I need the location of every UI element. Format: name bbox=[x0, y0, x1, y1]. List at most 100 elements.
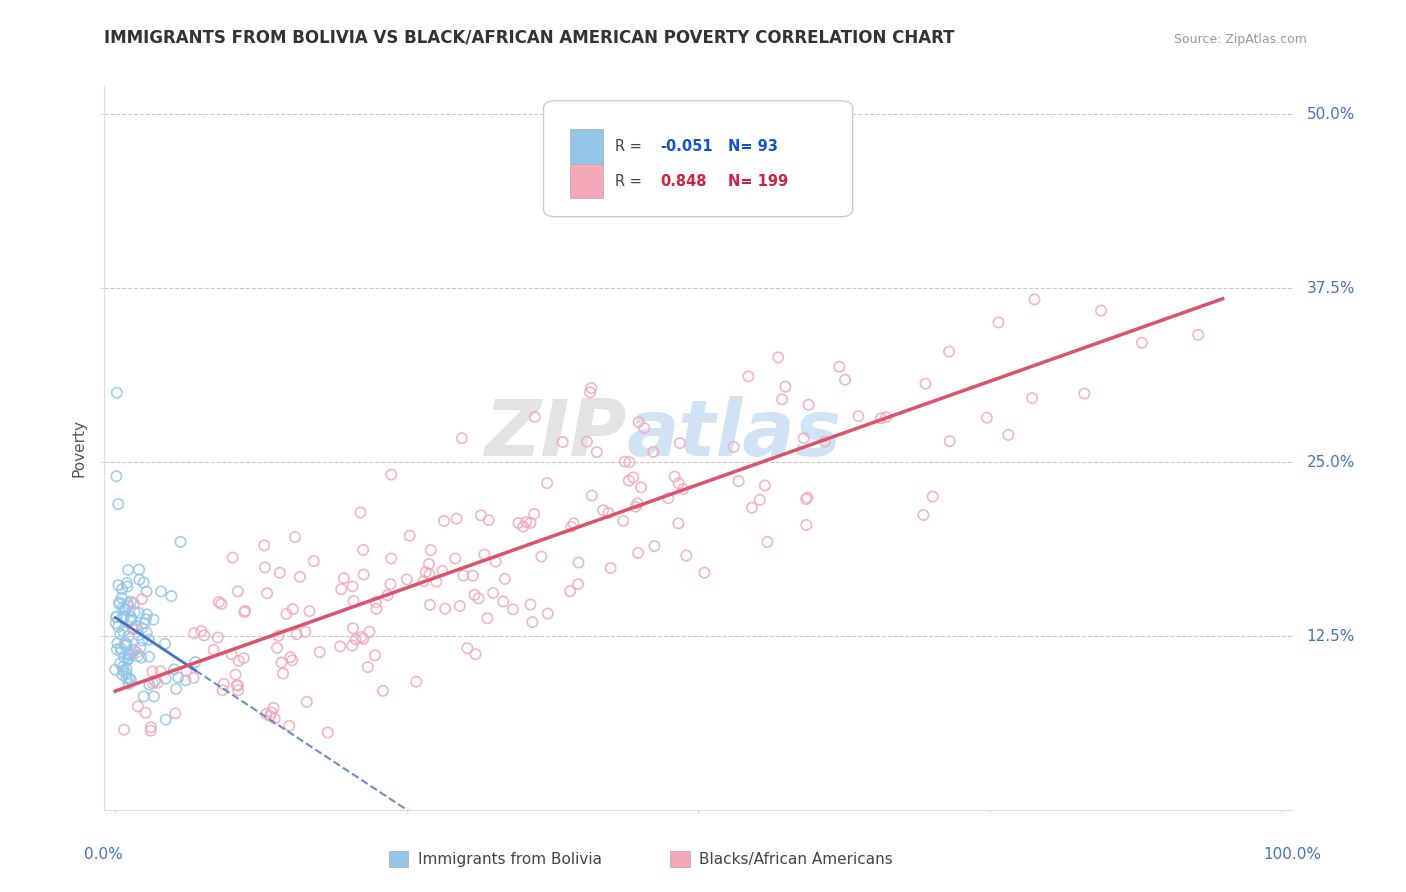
Point bbox=[766, 351, 789, 365]
Point bbox=[395, 573, 418, 587]
Text: 0.848: 0.848 bbox=[659, 174, 707, 188]
Point bbox=[523, 409, 546, 424]
Point bbox=[225, 678, 247, 692]
Point bbox=[114, 603, 136, 617]
Point bbox=[169, 534, 191, 549]
Point bbox=[135, 612, 157, 626]
Point bbox=[1130, 335, 1153, 350]
Point bbox=[461, 568, 484, 582]
Point bbox=[621, 470, 644, 484]
Point bbox=[581, 381, 603, 395]
Point bbox=[122, 643, 145, 657]
Point bbox=[627, 415, 650, 429]
Point bbox=[118, 648, 141, 663]
Point bbox=[105, 609, 128, 624]
Text: IMMIGRANTS FROM BOLIVIA VS BLACK/AFRICAN AMERICAN POVERTY CORRELATION CHART: IMMIGRANTS FROM BOLIVIA VS BLACK/AFRICAN… bbox=[104, 29, 955, 46]
Point bbox=[127, 699, 149, 714]
Point bbox=[693, 566, 716, 580]
Point bbox=[128, 563, 150, 577]
Point bbox=[176, 664, 198, 678]
Point bbox=[202, 643, 225, 657]
Text: 50.0%: 50.0% bbox=[1306, 107, 1355, 121]
Point bbox=[472, 548, 495, 562]
Point bbox=[105, 385, 128, 400]
Text: Source: ZipAtlas.com: Source: ZipAtlas.com bbox=[1174, 33, 1306, 46]
Point bbox=[433, 514, 456, 528]
Point bbox=[122, 622, 145, 636]
Point bbox=[105, 610, 128, 624]
Point bbox=[138, 649, 160, 664]
Point bbox=[494, 572, 516, 586]
Point bbox=[477, 611, 499, 625]
Point bbox=[135, 706, 157, 720]
Point bbox=[444, 551, 467, 566]
Point bbox=[723, 440, 745, 454]
Point bbox=[105, 469, 128, 483]
Point bbox=[209, 597, 232, 611]
Point bbox=[263, 701, 285, 715]
Point bbox=[558, 584, 581, 599]
Point bbox=[371, 684, 394, 698]
Point bbox=[308, 645, 330, 659]
Point bbox=[155, 713, 177, 727]
Point bbox=[330, 582, 353, 597]
Point bbox=[143, 674, 166, 689]
Point bbox=[174, 673, 197, 688]
Point bbox=[271, 666, 294, 681]
Point bbox=[794, 518, 817, 533]
Point bbox=[1187, 327, 1209, 342]
Y-axis label: Poverty: Poverty bbox=[72, 419, 86, 477]
Point bbox=[502, 602, 524, 616]
Point bbox=[537, 607, 560, 621]
Point bbox=[997, 428, 1019, 442]
Point bbox=[598, 506, 620, 520]
Point bbox=[770, 392, 793, 407]
Point bbox=[449, 599, 471, 613]
Point bbox=[675, 549, 697, 563]
Point bbox=[364, 595, 387, 609]
Point bbox=[405, 674, 427, 689]
Point bbox=[741, 500, 763, 515]
Point bbox=[485, 555, 508, 569]
Point bbox=[281, 602, 304, 616]
Point bbox=[184, 655, 207, 669]
Point bbox=[530, 549, 553, 564]
Point bbox=[672, 482, 695, 496]
Point bbox=[575, 434, 598, 449]
Point bbox=[266, 640, 288, 655]
Point bbox=[134, 616, 156, 631]
Point bbox=[775, 380, 797, 394]
Point bbox=[523, 507, 546, 521]
Point bbox=[129, 640, 152, 655]
Point bbox=[643, 445, 665, 459]
Point bbox=[226, 679, 249, 693]
Text: 12.5%: 12.5% bbox=[1306, 629, 1355, 644]
Point bbox=[380, 577, 402, 591]
Point bbox=[269, 566, 291, 580]
Point bbox=[104, 616, 127, 631]
Point bbox=[756, 535, 779, 549]
Point bbox=[120, 610, 142, 624]
Point bbox=[280, 650, 302, 665]
Point bbox=[364, 648, 387, 663]
Text: ZIP: ZIP bbox=[485, 396, 627, 472]
Point bbox=[519, 516, 541, 530]
Point bbox=[562, 516, 585, 531]
Point bbox=[302, 554, 325, 568]
Point bbox=[142, 690, 165, 704]
Point bbox=[1073, 386, 1095, 401]
Point bbox=[150, 584, 173, 599]
Point bbox=[613, 454, 636, 468]
Point bbox=[107, 578, 129, 592]
Point bbox=[643, 539, 665, 553]
Point bbox=[519, 598, 541, 612]
Point bbox=[111, 600, 134, 615]
Text: atlas: atlas bbox=[627, 396, 842, 472]
Point bbox=[794, 492, 817, 507]
Point bbox=[467, 591, 489, 606]
Point bbox=[316, 725, 339, 739]
Point bbox=[1024, 293, 1046, 307]
Point bbox=[333, 571, 356, 585]
Point bbox=[344, 632, 367, 647]
Point bbox=[226, 683, 249, 698]
